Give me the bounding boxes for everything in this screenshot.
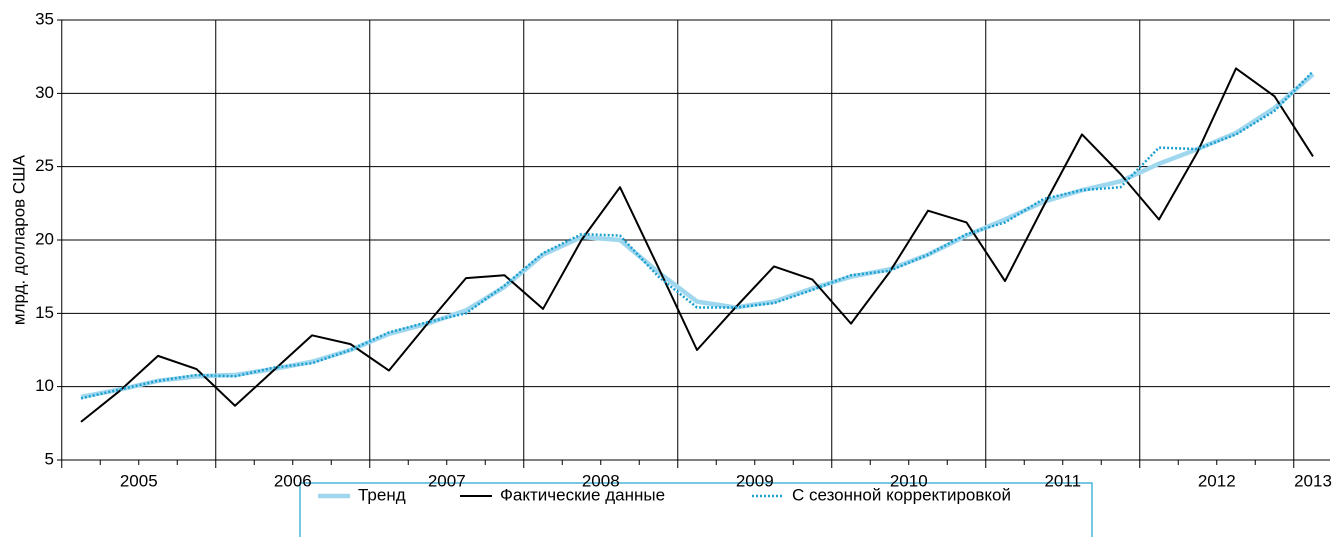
- y-tick-label: 20: [35, 229, 54, 248]
- series-line: [80, 67, 1314, 423]
- x-tick-label: 2007: [428, 471, 466, 490]
- y-tick-label: 5: [45, 449, 54, 468]
- y-tick-label: 35: [35, 9, 54, 28]
- x-tick-label: 2011: [1044, 471, 1081, 490]
- legend-box: [299, 482, 1093, 537]
- x-tick-label: 2010: [890, 471, 928, 490]
- y-axis-label: млрд. долларов США: [9, 154, 28, 325]
- y-tick-label: 25: [35, 156, 54, 175]
- legend-label: Тренд: [358, 485, 406, 504]
- legend-label: С сезонной корректировкой: [792, 485, 1011, 504]
- x-tick-label: 2005: [120, 471, 158, 490]
- y-tick-label: 15: [35, 303, 54, 322]
- x-tick-label: 2013: [1294, 471, 1332, 490]
- x-tick-label: 2008: [582, 471, 620, 490]
- x-tick-label: 2009: [736, 471, 774, 490]
- x-tick-label: 2006: [274, 471, 312, 490]
- y-tick-label: 30: [35, 83, 54, 102]
- y-tick-label: 10: [35, 376, 54, 395]
- series-line: [80, 70, 1314, 400]
- legend-label: Фактические данные: [500, 485, 665, 504]
- x-tick-label: 2012: [1198, 471, 1236, 490]
